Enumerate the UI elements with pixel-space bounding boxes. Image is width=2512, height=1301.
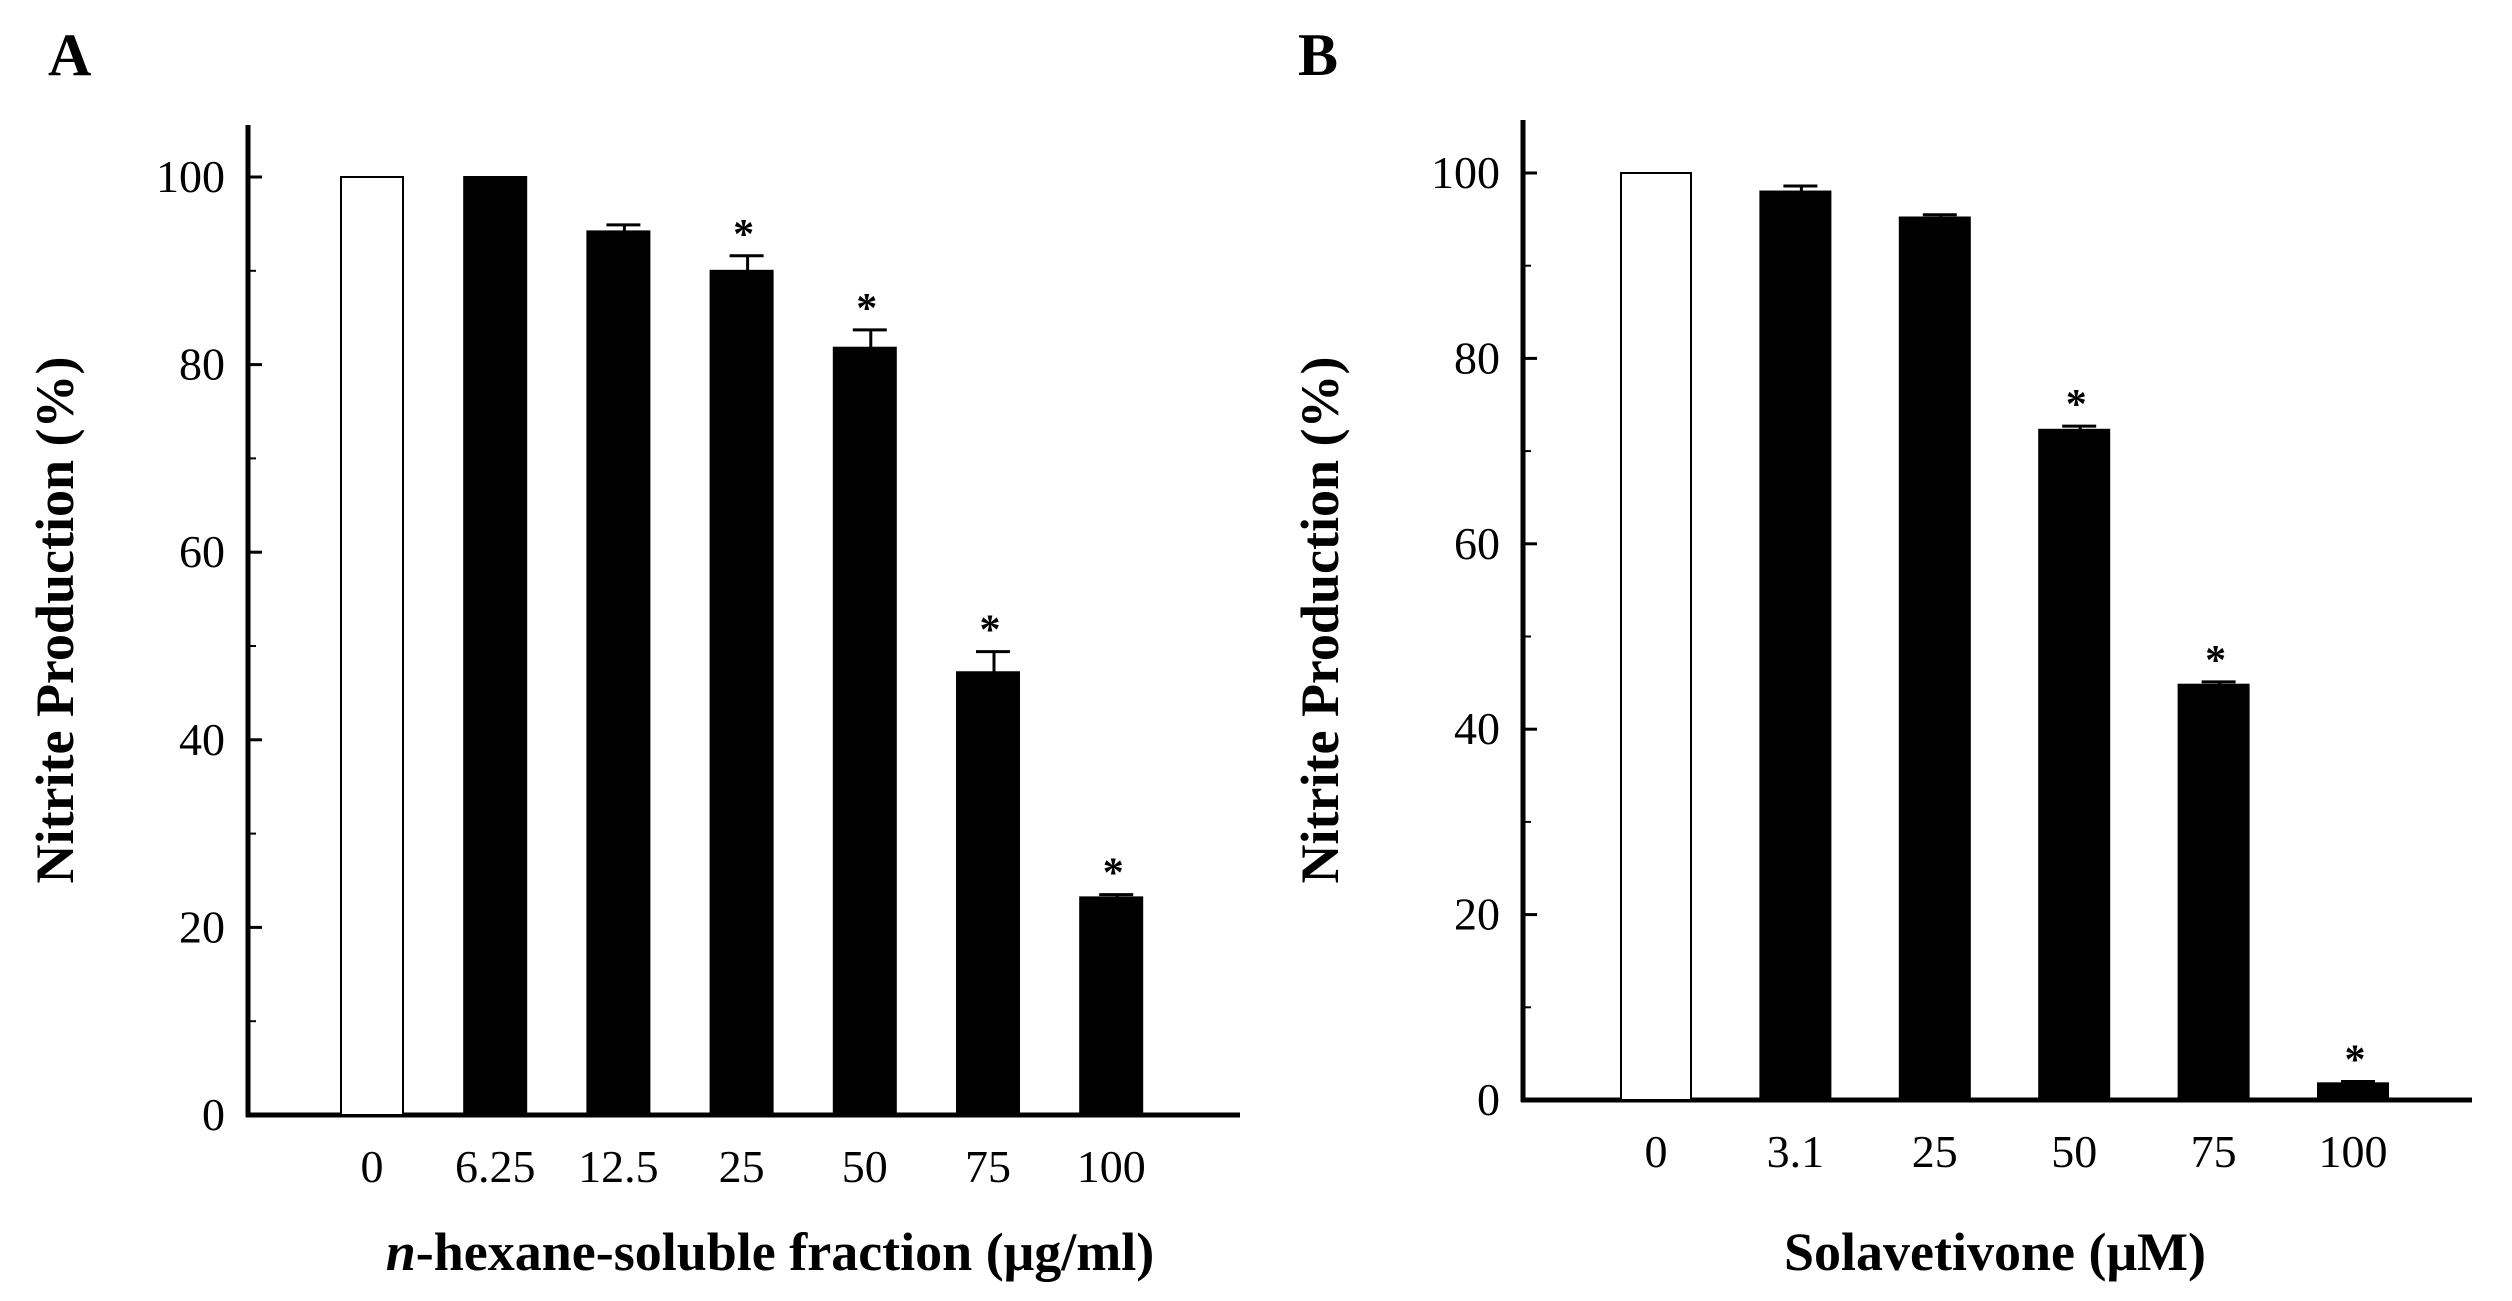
panel-b-significance-marker: * [2066, 382, 2087, 428]
panel-b-letter: B [1298, 22, 1338, 88]
panel-b-significance-marker: * [2205, 638, 2226, 684]
panel-a-y-axis-title: Nitrite Production (%) [25, 357, 85, 884]
panel-b: B Nitrite Production (%) Solavetivone (μ… [1290, 22, 2472, 1282]
panel-b-y-axis-title: Nitrite Production (%) [1290, 357, 1350, 884]
panel-a: A Nitrite Production (%) n-hexane-solubl… [25, 22, 1240, 1282]
panel-a-category-label: 100 [1077, 1141, 1146, 1192]
panel-a-significance-marker: * [980, 608, 1001, 654]
panel-a-category-label: 0 [361, 1141, 384, 1192]
panel-b-y-tick-label: 40 [1454, 703, 1500, 754]
panel-b-bar [1759, 190, 1832, 1102]
panel-b-category-label: 100 [2319, 1126, 2388, 1177]
panel-b-bar [2038, 428, 2111, 1101]
panel-a-letter: A [48, 22, 91, 88]
panel-a-category-label: 25 [719, 1141, 765, 1192]
panel-a-significance-marker: * [733, 212, 754, 258]
panel-b-bar [1620, 172, 1692, 1101]
panel-a-y-tick-label: 40 [179, 714, 225, 765]
panel-b-bar [2317, 1082, 2389, 1101]
panel-b-y-tick-label: 60 [1454, 518, 1500, 569]
panel-a-bar [340, 176, 404, 1116]
panel-a-bar [586, 230, 651, 1117]
panel-b-category-label: 75 [2191, 1126, 2237, 1177]
panel-a-x-axis-title-rest: -hexane-soluble fraction (μg/ml) [416, 1222, 1155, 1282]
panel-b-y-tick-label: 100 [1431, 147, 1500, 198]
panel-a-significance-marker: * [1103, 851, 1124, 897]
panel-a-plot: 0 20 40 60 80 100 0 6.25 12.5 25 * 50 * 75 * 100 * [156, 125, 1240, 1192]
panel-b-significance-marker: * [2345, 1037, 2366, 1083]
panel-b-y-tick-label: 20 [1454, 889, 1500, 940]
panel-b-bar [2177, 683, 2250, 1101]
panel-b-category-label: 0 [1645, 1126, 1668, 1177]
panel-a-bar [832, 346, 897, 1116]
panel-b-bar [1898, 216, 1971, 1102]
panel-b-category-label: 25 [1912, 1126, 1958, 1177]
panel-a-category-label: 12.5 [578, 1141, 659, 1192]
panel-a-y-tick-label: 100 [156, 151, 225, 202]
panel-a-category-label: 50 [842, 1141, 888, 1192]
panel-a-bar [463, 176, 528, 1116]
panel-b-category-label: 50 [2051, 1126, 2097, 1177]
panel-a-y-tick-label: 0 [202, 1089, 225, 1140]
panel-a-significance-marker: * [856, 286, 877, 332]
panel-b-category-label: 3.1 [1767, 1126, 1825, 1177]
panel-a-category-label: 6.25 [455, 1141, 536, 1192]
panel-a-y-tick-label: 60 [179, 526, 225, 577]
panel-a-bar [1079, 896, 1144, 1116]
panel-b-x-axis-title: Solavetivone (μM) [1784, 1222, 2206, 1282]
panel-b-plot: 0 20 40 60 80 100 0 3.1 25 50 * 75 * 100 * [1431, 120, 2472, 1177]
panel-a-category-label: 75 [965, 1141, 1011, 1192]
panel-b-y-tick-label: 80 [1454, 332, 1500, 383]
panel-a-bar [709, 269, 774, 1116]
panel-a-y-tick-label: 20 [179, 901, 225, 952]
panel-a-y-tick-label: 80 [179, 339, 225, 390]
panel-a-x-axis-title: n-hexane-soluble fraction (μg/ml) [386, 1222, 1155, 1282]
panel-a-x-axis-title-italic: n [386, 1222, 416, 1282]
panel-b-y-tick-label: 0 [1477, 1074, 1500, 1125]
panel-a-bar [956, 671, 1020, 1116]
